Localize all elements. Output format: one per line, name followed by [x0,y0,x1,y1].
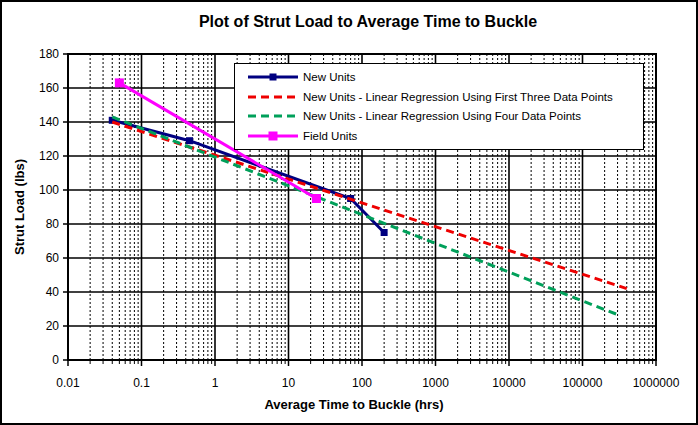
y-tick-labels: 0 20 40 60 80 100 120 140 160 180 [39,47,59,367]
y-tick-label: 80 [46,217,60,231]
y-tick-label: 160 [39,81,59,95]
legend-swatch-regression-three-icon [247,91,299,103]
x-tick-label: 1 [212,376,219,390]
x-tick-label: 0.1 [133,376,150,390]
y-tick-label: 120 [39,149,59,163]
y-tick-label: 140 [39,115,59,129]
x-tick-label: 1000 [422,376,449,390]
x-tick-label: 10 [282,376,296,390]
legend-swatch-field-units-icon [247,130,299,142]
data-point-marker [381,229,388,236]
legend-label: New Units [303,71,355,83]
data-point-marker [186,137,193,144]
legend-item-field-units: Field Units [247,127,641,145]
chart-frame: 0 20 40 60 80 100 120 140 160 180 0.01 0.1 1 10 100 100… [0,0,698,425]
y-tick-label: 60 [46,251,60,265]
x-tick-label: 10000 [492,376,526,390]
y-tick-label: 0 [52,353,59,367]
legend-item-new-units: New Units [247,68,641,86]
legend-label: New Units - Linear Regression Using Firs… [303,91,613,103]
x-tick-labels: 0.01 0.1 1 10 100 1000 10000 100000 1000000 [56,376,679,390]
y-tick-label: 20 [46,319,60,333]
data-point-marker [115,78,124,87]
chart-title: Plot of Strut Load to Average Time to Bu… [199,13,537,31]
y-axis-title: Strut Load (lbs) [12,159,27,255]
legend-swatch-regression-four-icon [247,110,299,122]
legend: New Units New Units - Linear Regression … [234,63,644,150]
data-point-marker [312,194,321,203]
legend-swatch-new-units-icon [247,71,299,83]
legend-label: Field Units [303,130,357,142]
x-axis-title: Average Time to Buckle (hrs) [264,397,443,412]
x-tick-label: 100000 [562,376,602,390]
legend-item-regression-four-points: New Units - Linear Regression Using Four… [247,107,641,125]
legend-label: New Units - Linear Regression Using Four… [303,110,581,122]
y-tick-label: 100 [39,183,59,197]
x-tick-label: 100 [352,376,372,390]
legend-item-regression-three-points: New Units - Linear Regression Using Firs… [247,88,641,106]
y-tick-label: 40 [46,285,60,299]
y-tick-label: 180 [39,47,59,61]
x-tick-label: 0.01 [56,376,80,390]
x-tick-label: 1000000 [633,376,680,390]
